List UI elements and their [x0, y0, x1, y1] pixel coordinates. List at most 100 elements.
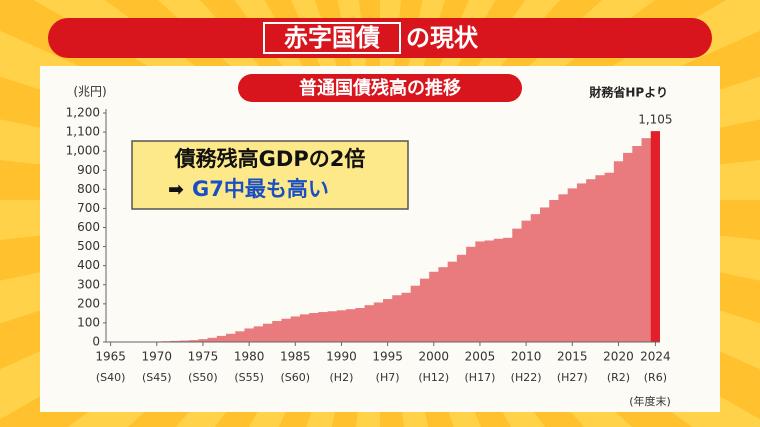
- bar: [309, 312, 319, 342]
- bar: [410, 285, 421, 342]
- y-tick-label: 1,200: [66, 106, 100, 120]
- bar: [503, 237, 513, 342]
- y-tick-label: 400: [77, 258, 100, 272]
- x-tick-label: 2020: [603, 350, 634, 364]
- bar: [235, 331, 245, 342]
- x-axis-label: (年度末): [629, 394, 671, 408]
- annotation-line: 債務残高GDPの2倍: [174, 147, 366, 171]
- x-tick-label: 1965: [95, 350, 126, 364]
- bar: [641, 138, 652, 342]
- bar: [576, 183, 587, 342]
- bar: [512, 228, 522, 342]
- x-tick-label: 1990: [326, 350, 357, 364]
- bar: [549, 200, 559, 342]
- x-tick-era: (H12): [418, 371, 449, 384]
- bar: [179, 340, 190, 342]
- x-tick-era: (H22): [511, 371, 542, 384]
- y-tick-label: 700: [77, 201, 100, 215]
- y-tick-label: 0: [92, 335, 100, 349]
- bar: [281, 318, 292, 342]
- annotation-line: G7中最も高い: [192, 177, 329, 201]
- x-tick-era: (S60): [281, 371, 311, 384]
- x-tick-era: (S55): [234, 371, 264, 384]
- bar: [336, 310, 347, 342]
- bar: [521, 220, 532, 342]
- y-tick-label: 900: [77, 163, 100, 177]
- bar: [299, 314, 310, 342]
- bar: [539, 207, 550, 342]
- x-tick-era: (H2): [330, 371, 354, 384]
- bar: [346, 309, 356, 342]
- bar: [392, 295, 402, 342]
- x-tick-era: (R2): [607, 371, 630, 384]
- x-tick-label: 2005: [465, 350, 496, 364]
- x-tick-era: (S40): [96, 371, 126, 384]
- x-tick-label: 2010: [511, 350, 542, 364]
- x-tick-era: (H27): [557, 371, 588, 384]
- x-tick-era: (R6): [644, 371, 667, 384]
- title-banner: [48, 18, 712, 58]
- bar: [262, 323, 273, 342]
- x-tick-label: 1995: [372, 350, 403, 364]
- bar: [189, 340, 199, 342]
- y-tick-label: 800: [77, 182, 100, 196]
- title-box: [263, 22, 401, 54]
- y-tick-label: 1,000: [66, 144, 100, 158]
- bar: [216, 335, 227, 342]
- title-boxed: 赤字国債: [284, 24, 380, 52]
- bar: [373, 302, 384, 342]
- bar: [198, 339, 208, 342]
- x-tick-era: (H7): [376, 371, 400, 384]
- bar: [650, 131, 660, 342]
- x-tick-label: 2024: [640, 350, 671, 364]
- bar: [567, 188, 578, 342]
- bar: [207, 337, 218, 342]
- bar: [604, 172, 615, 342]
- bar: [456, 254, 467, 342]
- bar: [253, 326, 264, 342]
- title-rest: の現状: [406, 24, 479, 52]
- bar: [383, 299, 393, 342]
- bar: [318, 312, 328, 342]
- value-label: 1,105: [638, 113, 672, 127]
- x-tick-era: (S45): [142, 371, 172, 384]
- bar: [558, 194, 569, 342]
- bar: [401, 292, 412, 342]
- bar: [466, 246, 476, 342]
- x-tick-label: 2000: [419, 350, 450, 364]
- x-tick-label: 1980: [234, 350, 265, 364]
- bar: [595, 175, 605, 342]
- annotation-box: [131, 140, 409, 210]
- y-tick-label: 200: [77, 296, 100, 310]
- x-tick-label: 2015: [557, 350, 588, 364]
- bar: [170, 340, 181, 342]
- bar: [419, 278, 430, 342]
- bar: [244, 328, 255, 342]
- y-axis-label: (兆円): [73, 85, 106, 99]
- bar: [290, 316, 301, 342]
- bar: [613, 161, 624, 342]
- bar: [364, 305, 375, 342]
- y-tick-label: 500: [77, 239, 100, 253]
- bar: [327, 311, 338, 342]
- bar: [272, 321, 282, 342]
- annotation: 債務残高GDPの2倍 ➡ G7中最も高い: [131, 140, 409, 210]
- bar: [447, 261, 458, 342]
- bar: [226, 333, 236, 342]
- bar: [586, 179, 596, 342]
- arrow-icon: ➡: [168, 179, 184, 201]
- x-tick-era: (S50): [188, 371, 218, 384]
- y-tick-label: 1,100: [66, 125, 100, 139]
- bar: [623, 152, 633, 342]
- x-tick-label: 1970: [142, 350, 173, 364]
- x-tick-label: 1975: [188, 350, 219, 364]
- y-tick-label: 600: [77, 220, 100, 234]
- subtitle: 普通国債残高の推移: [299, 77, 461, 99]
- x-tick-label: 1985: [280, 350, 311, 364]
- subtitle-pill: [238, 74, 522, 102]
- bar: [632, 146, 642, 342]
- y-tick-label: 300: [77, 277, 100, 291]
- bar: [493, 238, 504, 342]
